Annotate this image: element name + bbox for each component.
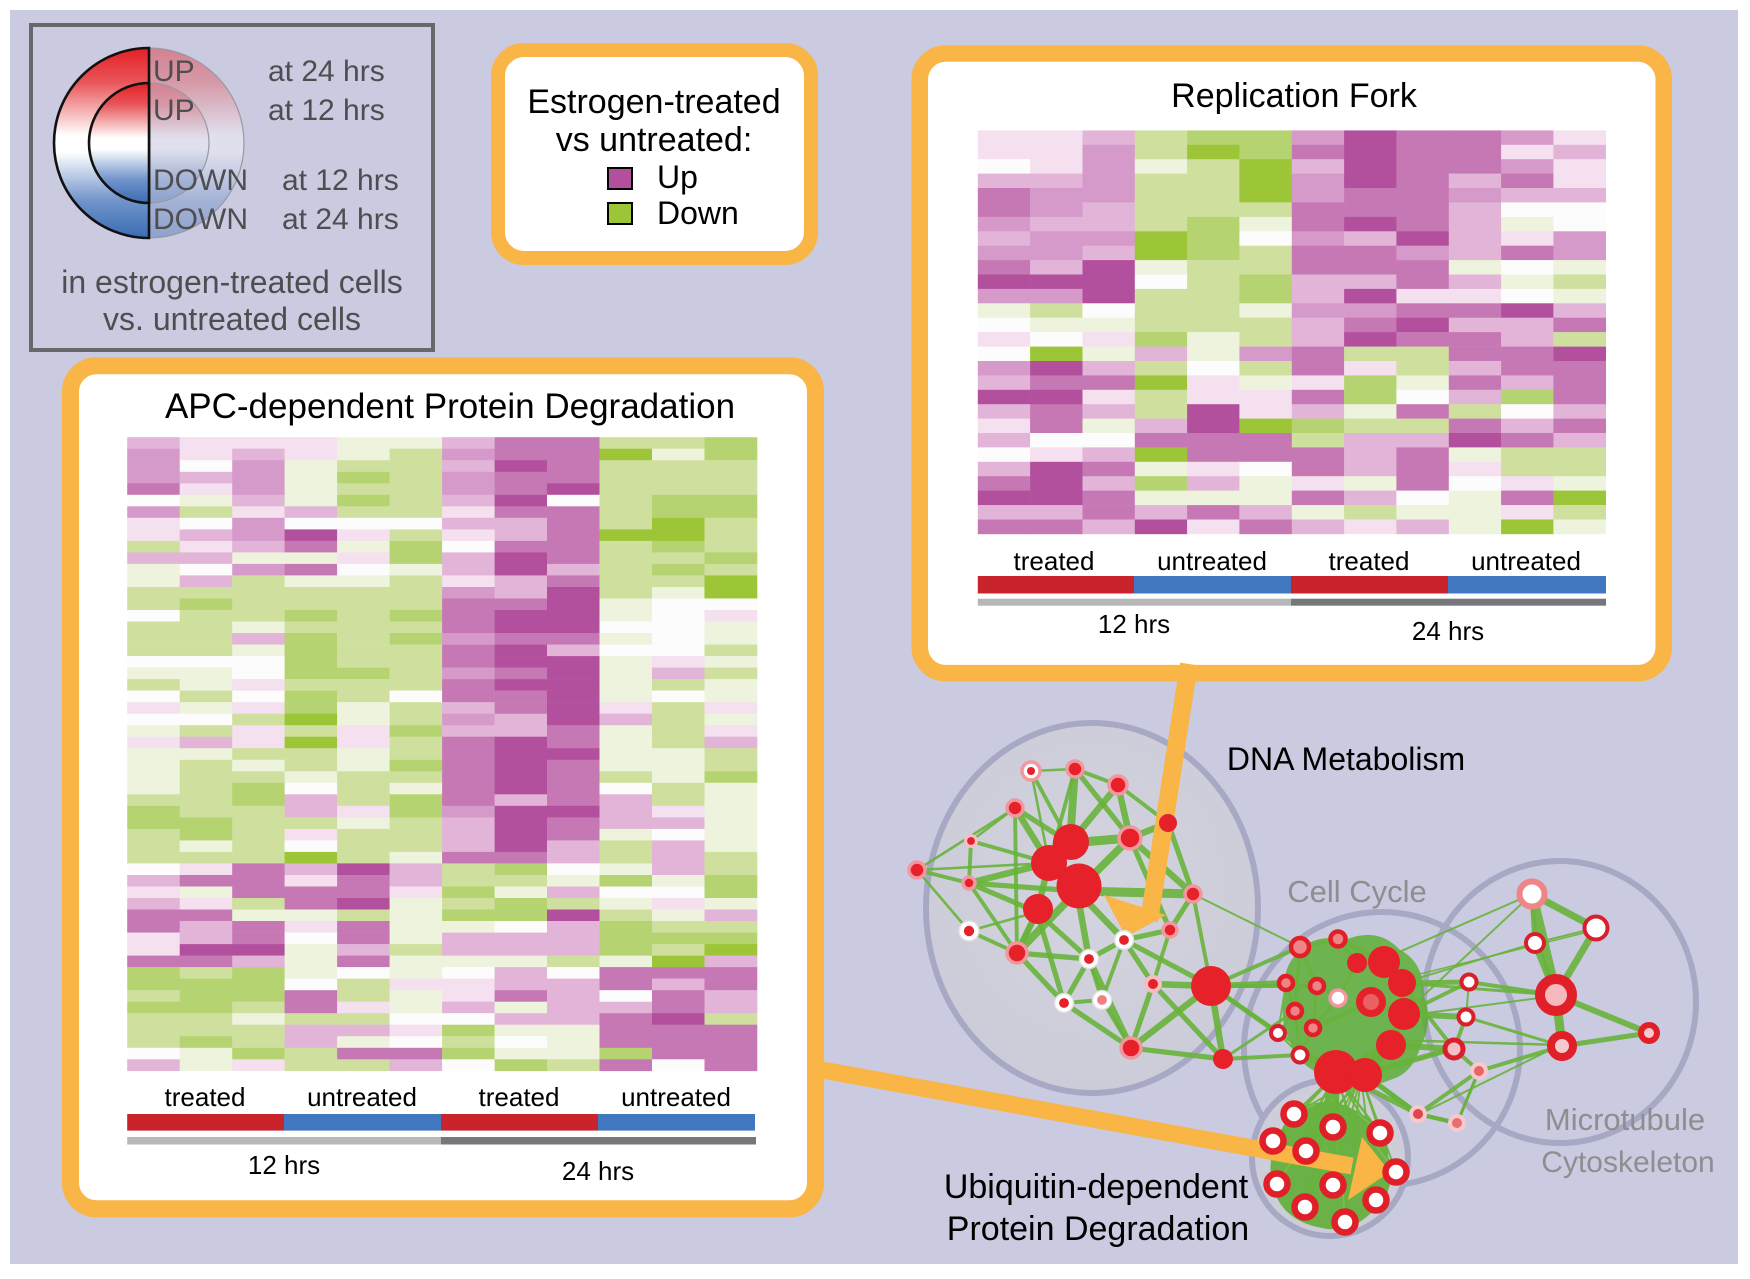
svg-text:treated: treated [165,1082,246,1112]
svg-text:Estrogen-treated: Estrogen-treated [527,83,780,121]
svg-text:Ubiquitin-dependent: Ubiquitin-dependent [944,1168,1249,1206]
svg-text:24 hrs: 24 hrs [1412,616,1484,646]
svg-text:24 hrs: 24 hrs [562,1156,634,1186]
svg-text:at 24 hrs: at 24 hrs [268,55,385,88]
svg-text:Microtubule: Microtubule [1545,1102,1705,1137]
svg-text:at 24 hrs: at 24 hrs [282,203,399,236]
svg-text:in estrogen-treated cells: in estrogen-treated cells [61,264,403,300]
svg-text:untreated: untreated [307,1082,417,1112]
svg-text:12 hrs: 12 hrs [1098,609,1170,639]
svg-text:treated: treated [479,1082,560,1112]
svg-text:UP: UP [153,94,195,127]
svg-text:at 12 hrs: at 12 hrs [268,94,385,127]
svg-text:treated: treated [1014,546,1095,576]
svg-text:Down: Down [657,195,739,231]
svg-text:Replication Fork: Replication Fork [1171,77,1418,115]
svg-text:Cell Cycle: Cell Cycle [1287,874,1427,909]
svg-text:treated: treated [1329,546,1410,576]
svg-text:Up: Up [657,159,698,195]
svg-text:12 hrs: 12 hrs [248,1150,320,1180]
svg-text:at 12 hrs: at 12 hrs [282,164,399,197]
svg-text:untreated: untreated [1157,546,1267,576]
svg-text:vs untreated:: vs untreated: [556,121,753,159]
svg-text:vs. untreated cells: vs. untreated cells [103,301,361,337]
svg-text:Protein Degradation: Protein Degradation [947,1210,1249,1248]
svg-text:APC-dependent Protein Degradat: APC-dependent Protein Degradation [165,387,735,426]
svg-text:DOWN: DOWN [153,164,248,197]
svg-text:Cytoskeleton: Cytoskeleton [1541,1146,1714,1179]
svg-text:untreated: untreated [621,1082,731,1112]
svg-text:DNA Metabolism: DNA Metabolism [1227,741,1465,777]
svg-text:untreated: untreated [1471,546,1581,576]
svg-text:UP: UP [153,55,195,88]
svg-text:DOWN: DOWN [153,203,248,236]
